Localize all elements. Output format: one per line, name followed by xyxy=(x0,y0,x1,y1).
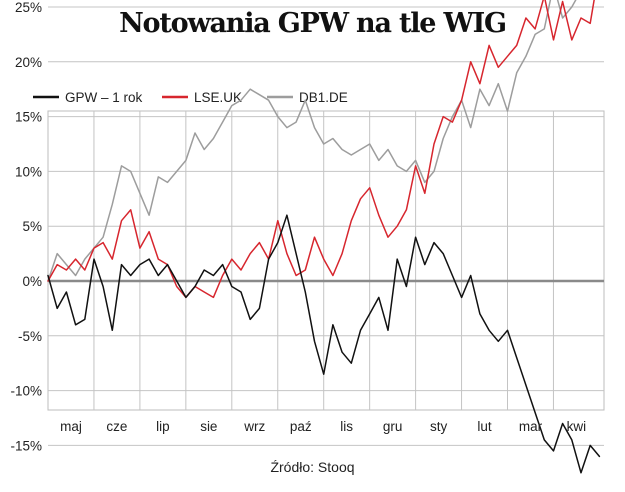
x-tick-label: sie xyxy=(200,419,217,434)
x-tick-label: cze xyxy=(106,419,127,434)
y-tick-label: 15% xyxy=(15,110,42,125)
plot-frame xyxy=(47,110,605,411)
y-tick-label: -10% xyxy=(10,384,42,399)
x-tick-label: maj xyxy=(60,419,82,434)
y-tick-label: -5% xyxy=(18,329,42,344)
chart-source: Źródło: Stooq xyxy=(270,459,355,475)
y-tick-label: 5% xyxy=(22,219,42,234)
series-layer xyxy=(47,0,601,474)
y-tick-label: 0% xyxy=(22,274,42,289)
y-tick-label: 20% xyxy=(15,55,42,70)
legend-label-2: DB1.DE xyxy=(299,90,348,105)
y-tick-label: -15% xyxy=(10,438,42,453)
series-line-2 xyxy=(47,0,577,282)
legend-label-0: GPW – 1 rok xyxy=(65,90,143,105)
legend-label-1: LSE.UK xyxy=(194,90,242,105)
x-tick-label: wrz xyxy=(243,419,265,434)
x-tick-label: paź xyxy=(290,419,312,434)
x-tick-label: lip xyxy=(156,419,170,434)
legend: GPW – 1 rok LSE.UK DB1.DE xyxy=(33,90,348,105)
y-tick-label: 10% xyxy=(15,164,42,179)
series-line-1 xyxy=(47,0,595,299)
x-tick-label: kwi xyxy=(567,419,587,434)
x-tick-label: sty xyxy=(430,419,448,434)
tick-labels: 30%25%20%15%10%5%0%-5%-10%-15%majczelips… xyxy=(10,0,586,453)
x-tick-label: lut xyxy=(477,419,492,434)
x-tick-label: gru xyxy=(383,419,403,434)
x-tick-label: mar xyxy=(519,419,543,434)
chart-title: Notowania GPW na tle WIG xyxy=(119,8,507,39)
series-line-0 xyxy=(47,214,601,474)
y-tick-label: 25% xyxy=(15,0,42,15)
x-tick-label: lis xyxy=(340,419,353,434)
